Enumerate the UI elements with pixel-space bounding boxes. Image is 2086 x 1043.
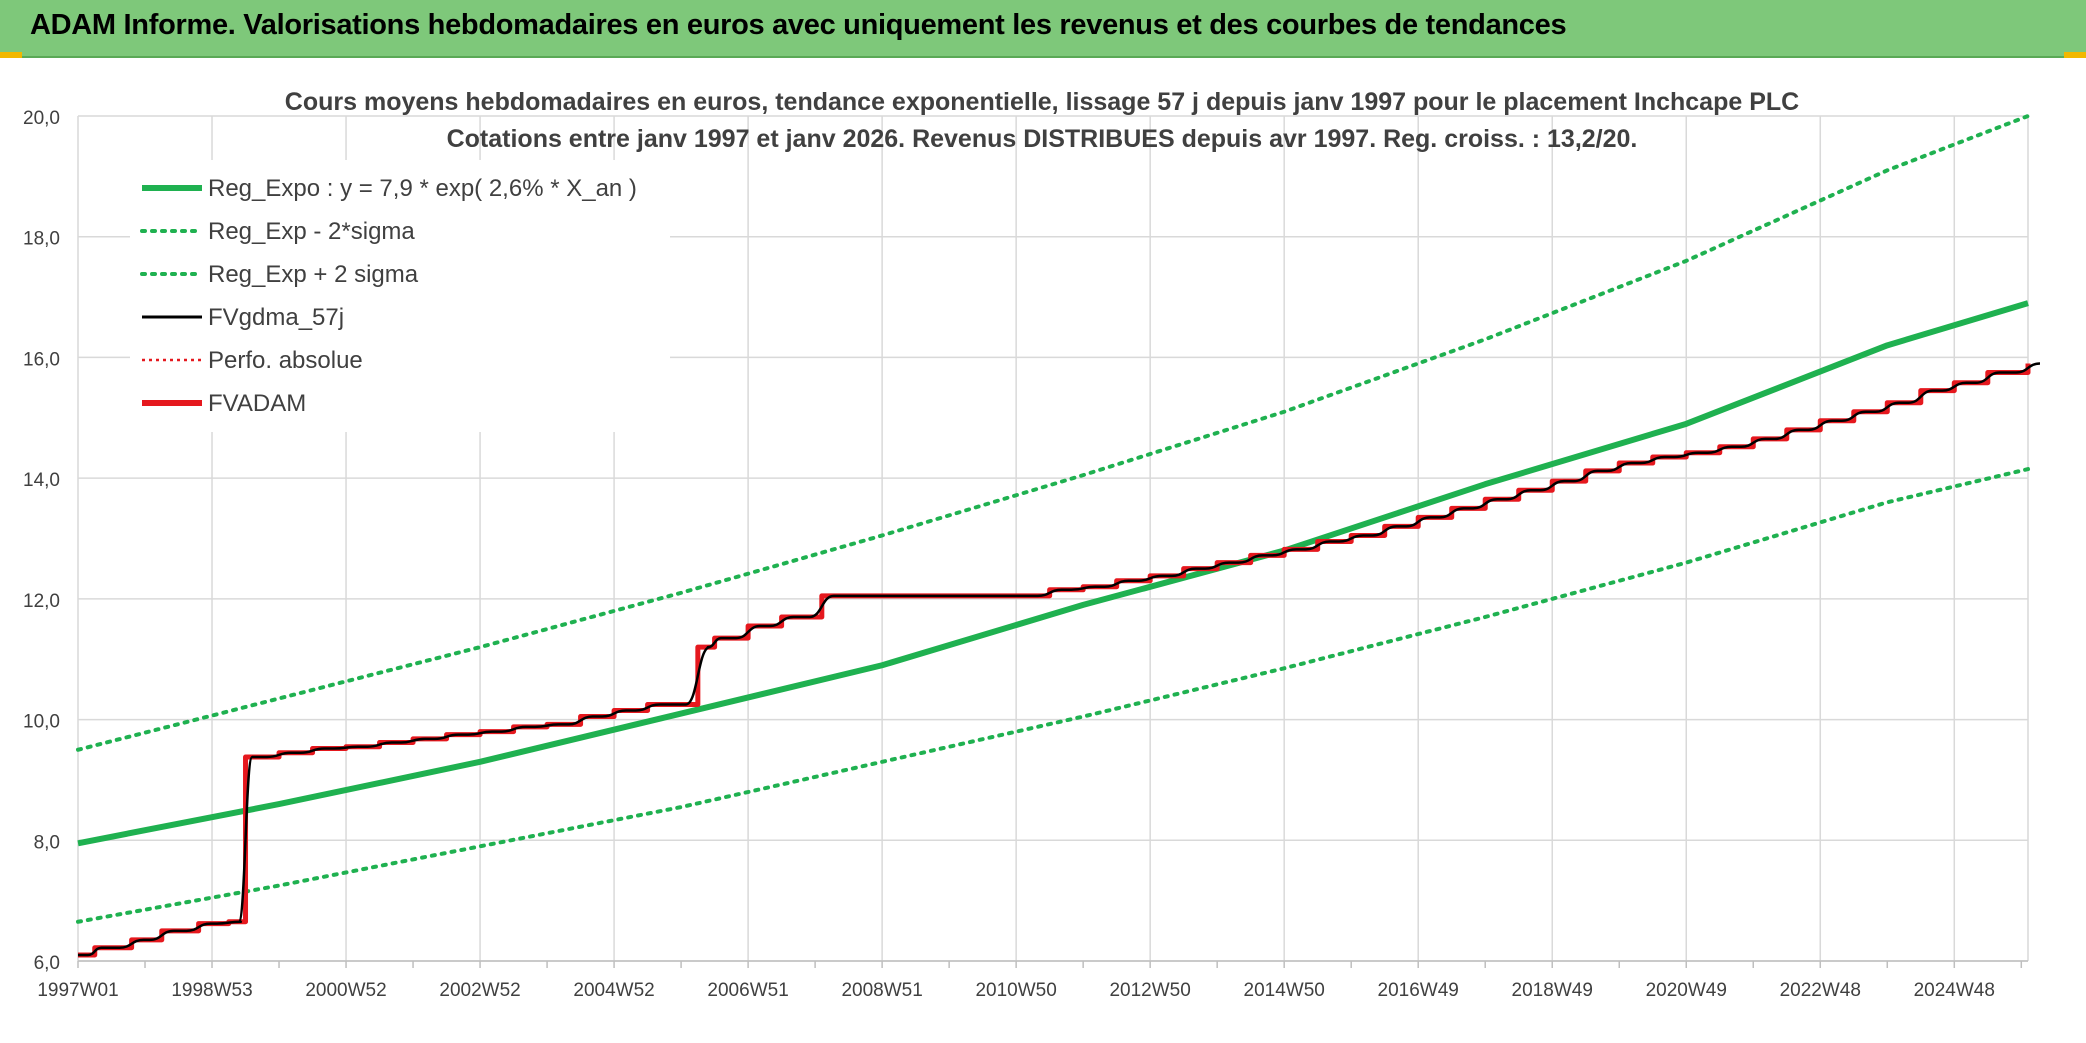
x-tick-label: 2006W51 [707, 980, 788, 1001]
y-tick-label: 18,0 [23, 229, 60, 250]
chart-title-line2: Cotations entre janv 1997 et janv 2026. … [447, 125, 1638, 153]
report-title: ADAM Informe. Valorisations hebdomadaire… [30, 9, 1567, 41]
y-tick-label: 8,0 [34, 832, 60, 853]
axis-layer: 6,0 8,0 10,0 12,0 14,0 16,0 18,0 20,0 1997W01 199… [23, 108, 2028, 1001]
corner-accent-left [0, 52, 22, 58]
x-tick-label: 2008W51 [841, 980, 922, 1001]
legend: Reg_Expo : y = 7,9 * exp( 2,6% * X_an ) R… [130, 160, 670, 432]
x-tick-label: 2004W52 [573, 980, 654, 1001]
series-reg-expo [77, 300, 2029, 847]
x-tick-label: 2020W49 [1646, 980, 1727, 1001]
series-fvgdma [78, 362, 2041, 957]
legend-label: Perfo. absolue [208, 347, 363, 374]
x-tick-label: 2022W48 [1780, 980, 1861, 1001]
series-layer [76, 114, 2041, 958]
legend-label: FVgdma_57j [208, 304, 344, 331]
y-tick-label: 20,0 [23, 108, 60, 129]
legend-label: Reg_Exp + 2 sigma [208, 261, 419, 288]
x-tick-label: 2024W48 [1914, 980, 1995, 1001]
x-tick-label: 2002W52 [439, 980, 520, 1001]
x-tick-label: 2016W49 [1378, 980, 1459, 1001]
chart-title-line1: Cours moyens hebdomadaires en euros, ten… [285, 88, 1799, 116]
y-tick-label: 6,0 [34, 953, 60, 974]
x-tick-label: 1998W53 [171, 980, 252, 1001]
x-tick-label: 2018W49 [1512, 980, 1593, 1001]
x-tick-label: 2010W50 [975, 980, 1056, 1001]
legend-box [130, 160, 670, 432]
chart-container: 6,0 8,0 10,0 12,0 14,0 16,0 18,0 20,0 1997W01 199… [0, 58, 2086, 1038]
legend-label: Reg_Exp - 2*sigma [208, 218, 415, 245]
legend-label: FVADAM [208, 390, 306, 417]
x-tick-label: 2014W50 [1244, 980, 1325, 1001]
y-tick-label: 12,0 [23, 591, 60, 612]
x-tick-label: 2000W52 [305, 980, 386, 1001]
corner-accent-right [2064, 52, 2086, 58]
legend-label: Reg_Expo : y = 7,9 * exp( 2,6% * X_an ) [208, 175, 637, 202]
series-reg-exp-plus [76, 114, 2030, 752]
series-reg-exp-minus [76, 467, 2030, 924]
report-banner: ADAM Informe. Valorisations hebdomadaire… [0, 0, 2086, 58]
x-tick-label: 2012W50 [1109, 980, 1190, 1001]
y-tick-label: 10,0 [23, 712, 60, 733]
x-tick-label: 1997W01 [37, 980, 118, 1001]
y-tick-label: 14,0 [23, 470, 60, 491]
chart-svg: 6,0 8,0 10,0 12,0 14,0 16,0 18,0 20,0 1997W01 199… [0, 58, 2086, 1038]
y-tick-label: 16,0 [23, 349, 60, 370]
